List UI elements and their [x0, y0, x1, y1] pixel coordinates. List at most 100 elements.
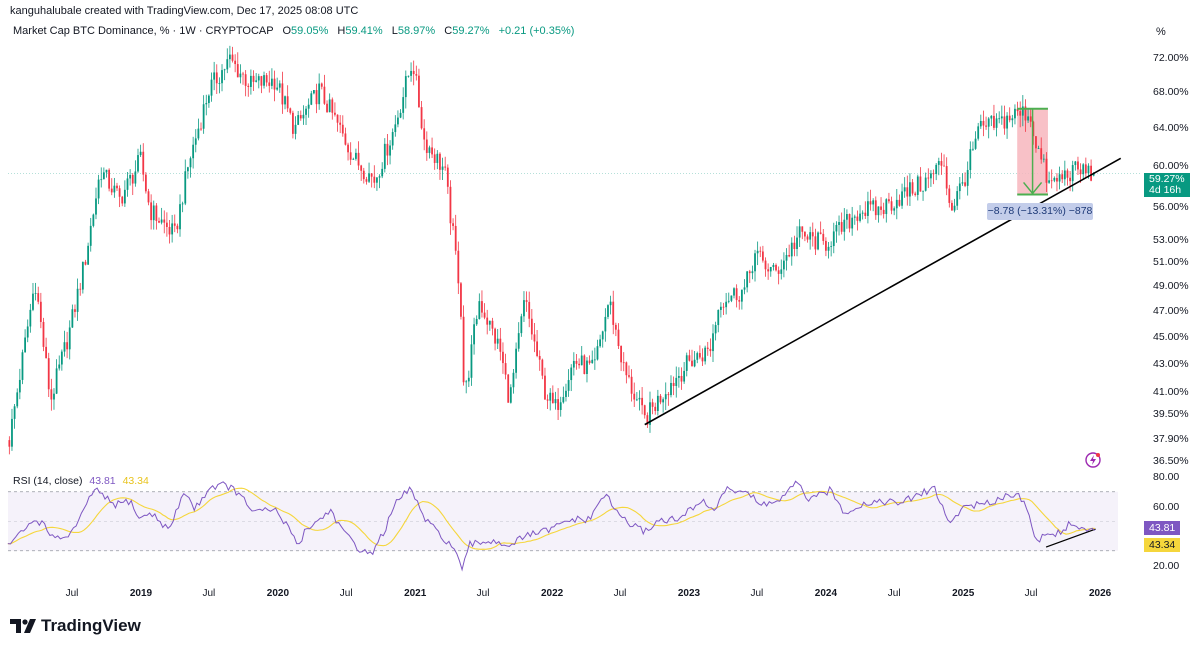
- candle-body: [712, 333, 714, 352]
- candle-body: [856, 216, 859, 221]
- candle-body: [439, 153, 441, 170]
- candle-body: [551, 392, 554, 404]
- tradingview-logo[interactable]: TradingView: [10, 616, 141, 636]
- candle-body: [1069, 177, 1071, 182]
- candle-body: [709, 348, 712, 352]
- candle-body: [544, 375, 546, 400]
- candle-body: [87, 245, 90, 265]
- candle-body: [523, 300, 525, 317]
- symbol-title[interactable]: Market Cap BTC Dominance, % · 1W · CRYPT…: [13, 25, 274, 37]
- time-tick-label: 2024: [814, 588, 838, 599]
- candle-body: [481, 301, 483, 313]
- candle-body: [743, 287, 746, 290]
- candle-body: [97, 179, 100, 199]
- candle-body: [793, 242, 796, 249]
- candle-body: [449, 186, 452, 224]
- candle-body: [901, 191, 903, 206]
- candle-body: [239, 73, 242, 78]
- candle-body: [415, 74, 418, 76]
- candle-body: [186, 167, 189, 172]
- candle-body: [995, 118, 998, 128]
- candle-body: [470, 344, 473, 378]
- candle-body: [139, 151, 142, 156]
- candle-body: [444, 166, 447, 168]
- candle-body: [29, 309, 32, 327]
- candle-body: [1042, 158, 1045, 160]
- candle-body: [827, 246, 830, 251]
- candle-body: [693, 359, 696, 367]
- candle-body: [588, 360, 591, 364]
- candle-body: [512, 372, 515, 388]
- candle-body: [769, 267, 772, 272]
- candle-body: [257, 76, 260, 81]
- rsi-ma-line: [7, 487, 1095, 550]
- price-tick-label: 68.00%: [1153, 85, 1189, 98]
- candle-body: [853, 216, 856, 218]
- rsi-tick-label: 80.00: [1153, 471, 1180, 483]
- candle-body: [221, 70, 223, 84]
- candle-body: [189, 158, 192, 168]
- candle-body: [572, 360, 575, 368]
- rsi-title[interactable]: RSI (14, close): [13, 475, 83, 487]
- candle-body: [775, 264, 777, 271]
- candle-body: [378, 176, 381, 178]
- candle-body: [502, 351, 504, 364]
- candle-body: [8, 440, 11, 447]
- price-tick-label: 43.00%: [1153, 357, 1189, 370]
- candle-body: [63, 342, 66, 352]
- candle-body: [1024, 106, 1027, 121]
- candle-body: [152, 205, 155, 221]
- candle-body: [761, 251, 764, 261]
- time-tick-label: Jul: [887, 588, 901, 599]
- candle-body: [47, 358, 50, 390]
- candle-body: [252, 75, 255, 82]
- candle-body: [932, 173, 935, 175]
- candle-body: [412, 70, 415, 75]
- candle-body: [488, 320, 491, 325]
- candle-body: [284, 96, 286, 105]
- candle-body: [1032, 121, 1035, 137]
- candle-body: [121, 196, 124, 204]
- tradingview-logo-icon: [10, 619, 36, 633]
- candle-body: [263, 75, 265, 86]
- lightning-icon[interactable]: [1084, 451, 1102, 474]
- time-tick-label: Jul: [1024, 588, 1038, 599]
- candle-body: [630, 376, 633, 394]
- symbol-legend: Market Cap BTC Dominance, % · 1W · CRYPT…: [13, 25, 574, 38]
- candle-body: [1087, 165, 1090, 174]
- bar-countdown: 4d 16h: [1149, 184, 1182, 196]
- candle-body: [586, 360, 588, 375]
- candle-body: [1066, 170, 1069, 178]
- candle-body: [945, 166, 948, 189]
- candle-body: [1084, 164, 1087, 174]
- candle-body: [399, 112, 402, 118]
- price-tick-label: 47.00%: [1153, 304, 1189, 317]
- candle-body: [1029, 116, 1032, 122]
- measure-label[interactable]: −8.78 (−13.31%) −878: [987, 203, 1093, 220]
- candle-body: [979, 120, 982, 127]
- candle-body: [1082, 164, 1085, 175]
- time-tick-label: 2021: [404, 588, 427, 599]
- candle-body: [16, 392, 19, 407]
- candle-body: [635, 399, 638, 401]
- candle-body: [89, 225, 92, 246]
- price-tick-label: 72.00%: [1153, 52, 1189, 64]
- candle-body: [26, 326, 29, 338]
- candle-body: [646, 415, 649, 425]
- candle-body: [131, 174, 134, 184]
- candle-body: [102, 172, 105, 180]
- candle-body: [919, 176, 922, 192]
- candle-body: [391, 132, 394, 146]
- candle-body: [764, 260, 767, 270]
- candle-body: [1019, 111, 1022, 116]
- candle-body: [373, 176, 376, 183]
- time-tick-label: Jul: [65, 588, 79, 599]
- candle-body: [244, 74, 247, 86]
- candle-body: [286, 96, 289, 109]
- candle-body: [123, 189, 126, 204]
- candle-body: [924, 177, 927, 191]
- candle-body: [672, 382, 675, 387]
- candle-body: [323, 86, 326, 104]
- candle-body: [675, 377, 678, 387]
